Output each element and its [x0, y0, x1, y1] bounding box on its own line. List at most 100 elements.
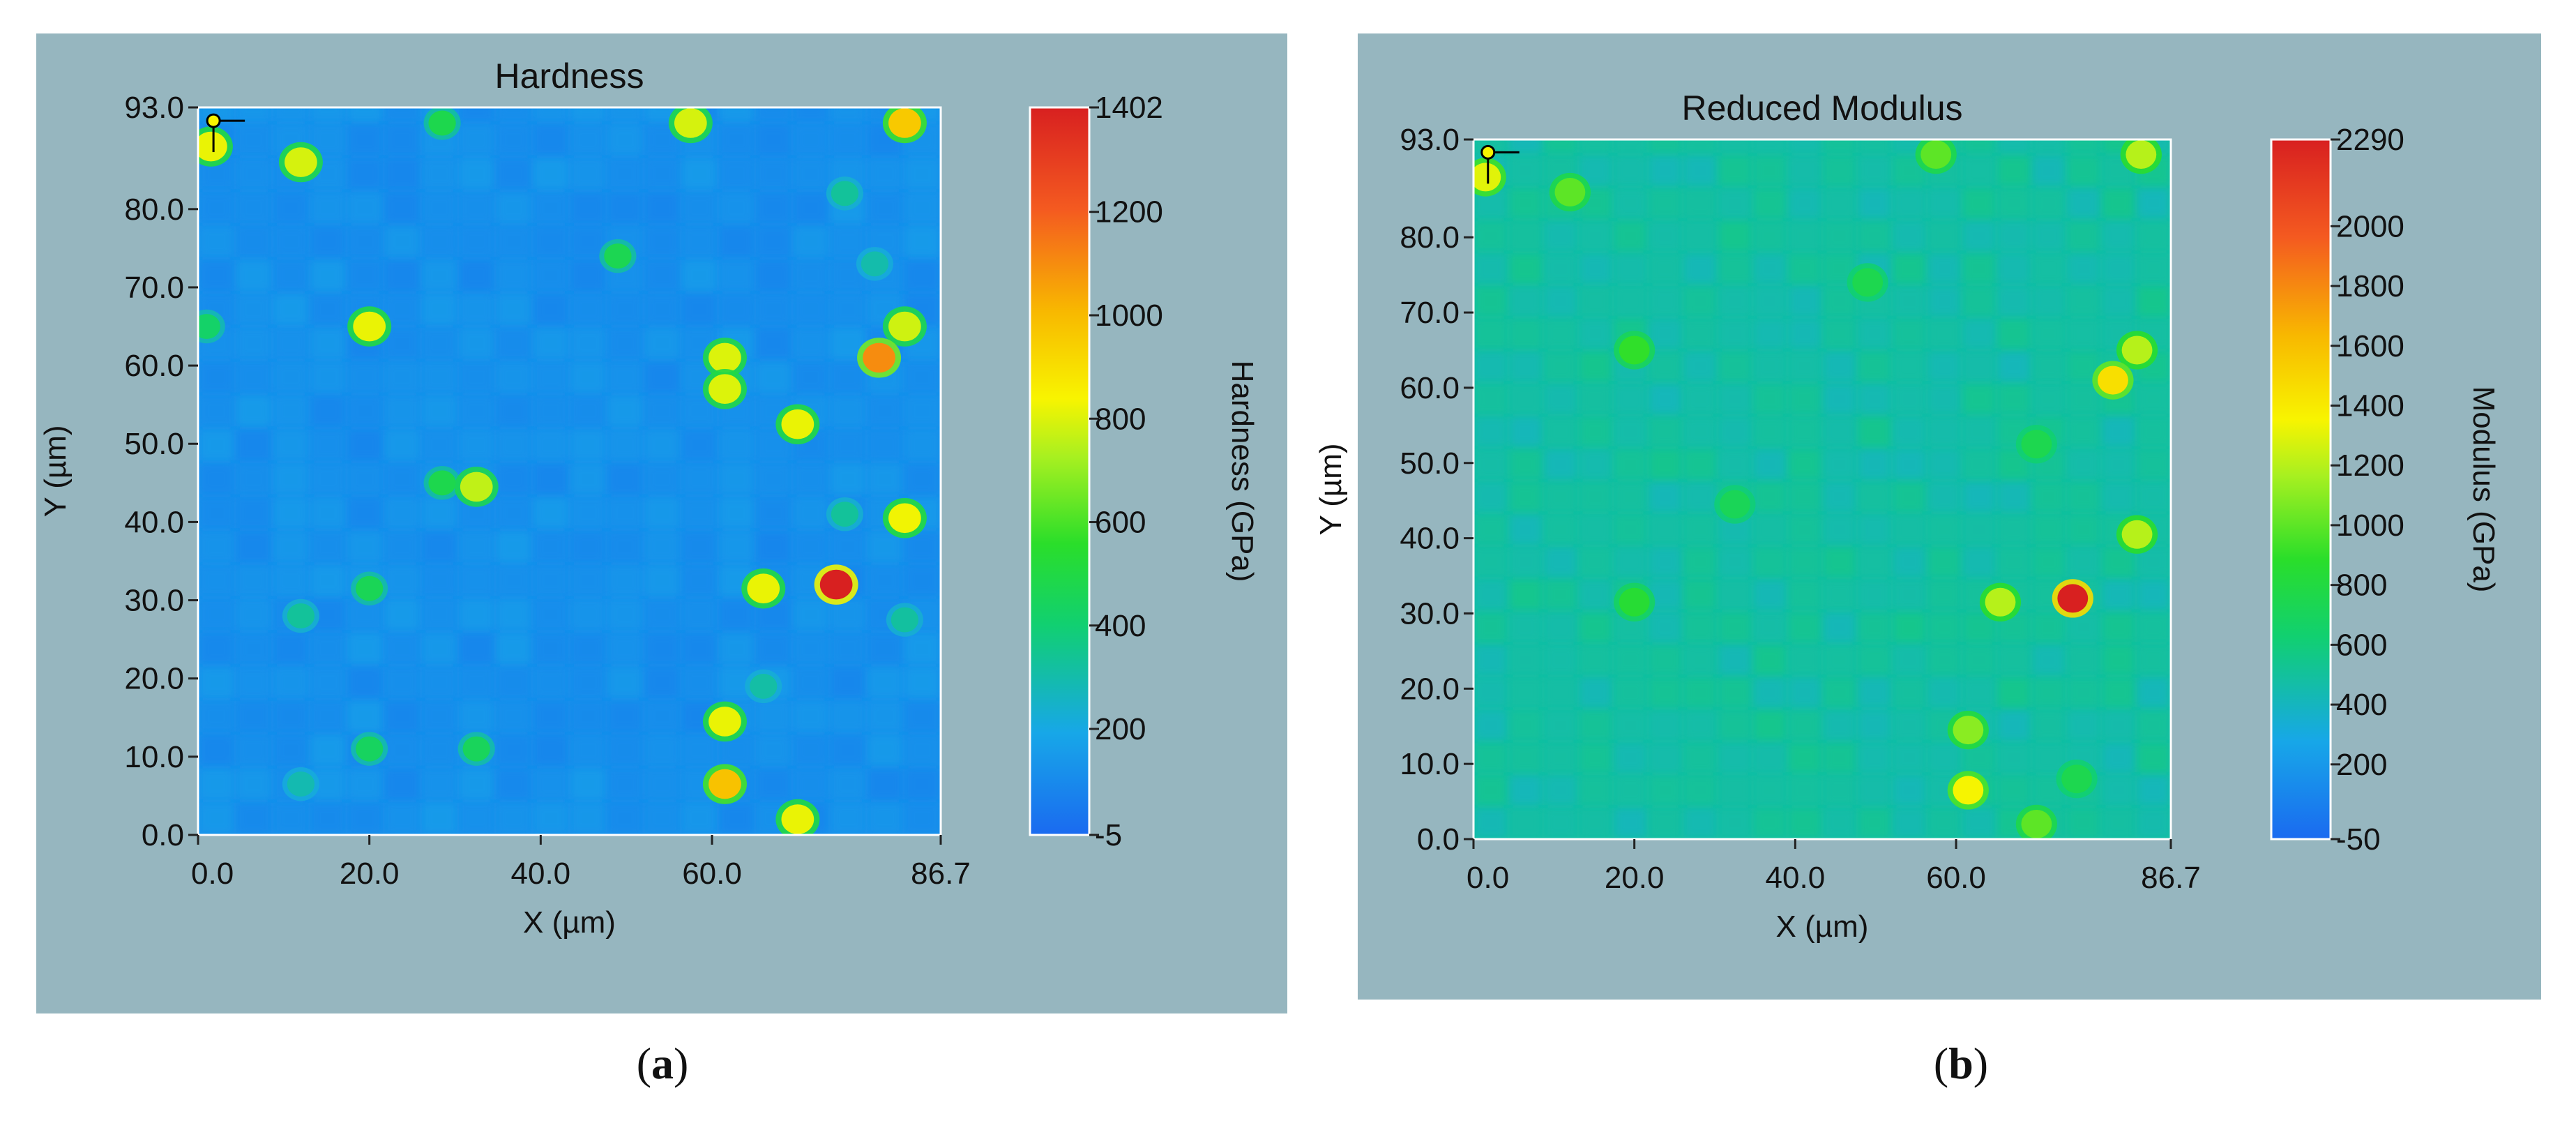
heatmap-cell — [460, 395, 494, 427]
y-tick-label: 93.0 — [124, 91, 184, 125]
heatmap-cell — [497, 395, 531, 427]
heatmap-cell — [905, 633, 939, 664]
heatmap-cell — [2033, 612, 2065, 642]
heatmap-cell — [1789, 514, 1821, 544]
heatmap-cell — [2033, 645, 2065, 674]
heatmap-cell — [1754, 286, 1786, 316]
y-tick-label: 80.0 — [124, 193, 184, 227]
heatmap-cell — [1789, 580, 1821, 610]
heatmap-cell — [274, 294, 308, 325]
heatmap-cell — [311, 395, 345, 427]
heatmap-cell — [1998, 677, 2030, 707]
heatmap-cell — [645, 192, 679, 223]
heatmap-cell — [2103, 612, 2135, 642]
caption-b-close: ) — [1973, 1039, 1989, 1088]
hotspot — [831, 181, 859, 206]
heatmap-cell — [385, 395, 419, 427]
heatmap-cell — [1928, 743, 1960, 773]
heatmap-cell — [2068, 156, 2100, 186]
heatmap-cell — [274, 395, 308, 427]
heatmap-cell — [1684, 775, 1716, 805]
heatmap-cell — [236, 328, 271, 359]
heatmap-cell — [1998, 286, 2030, 316]
heatmap-cell — [1475, 514, 1507, 544]
caption-b-letter: b — [1948, 1039, 1973, 1088]
heatmap-cell — [794, 700, 828, 732]
heatmap-cell — [1579, 580, 1612, 610]
heatmap-cell — [794, 531, 828, 562]
heatmap-cell — [385, 430, 419, 460]
modulus-panel: Reduced Modulus 0.0 20.0 40.0 60.0 86.7 X (µm)… — [1314, 33, 2541, 1000]
heatmap-cell — [1824, 188, 1856, 218]
heatmap-cell — [1754, 775, 1786, 805]
heatmap-cell — [2033, 221, 2065, 251]
hotspot — [285, 147, 317, 177]
heatmap-cell — [460, 294, 494, 325]
heatmap-cell — [1649, 221, 1681, 251]
heatmap-cell — [1858, 547, 1891, 577]
heatmap-cell — [533, 700, 568, 732]
heatmap-cell — [682, 497, 716, 529]
heatmap-cell — [2103, 710, 2135, 740]
heatmap-cell — [794, 158, 828, 189]
heatmap-cell — [1858, 743, 1891, 773]
heatmap-cell — [1754, 645, 1786, 674]
hotspot — [428, 470, 456, 496]
heatmap-cell — [2068, 221, 2100, 251]
heatmap-cell — [1719, 221, 1751, 251]
heatmap-cell — [1545, 580, 1577, 610]
heatmap-cell — [831, 769, 865, 799]
y-tick-label: 50.0 — [1400, 446, 1460, 481]
heatmap-cell — [1579, 612, 1612, 642]
heatmap-cell — [1963, 140, 1995, 153]
heatmap-cell — [1475, 482, 1507, 512]
heatmap-cell — [533, 769, 568, 799]
heatmap-cell — [1998, 140, 2030, 153]
heatmap-cell — [682, 226, 716, 257]
heatmap-cell — [1928, 514, 1960, 544]
heatmap-cell — [645, 531, 679, 562]
heatmap-cell — [236, 565, 271, 596]
heatmap-cell — [1510, 547, 1542, 577]
x-tick-label: 20.0 — [340, 857, 400, 891]
heatmap-cell — [533, 430, 568, 460]
heatmap-cell — [1789, 352, 1821, 382]
heatmap-cell — [608, 700, 642, 732]
heatmap-cell — [905, 192, 939, 223]
heatmap-cell — [497, 497, 531, 529]
heatmap-cell — [571, 430, 605, 460]
heatmap-cell — [868, 430, 902, 460]
heatmap-cell — [1545, 352, 1577, 382]
heatmap-cell — [571, 361, 605, 393]
heatmap-cell — [720, 633, 754, 664]
heatmap-cell — [720, 463, 754, 495]
heatmap-cell — [1684, 156, 1716, 186]
heatmap-cell — [236, 497, 271, 529]
y-tick-label: 80.0 — [1400, 220, 1460, 255]
x-tick-label: 0.0 — [191, 857, 234, 891]
heatmap-cell — [868, 667, 902, 698]
heatmap-cell — [533, 734, 568, 766]
heatmap-cell — [533, 192, 568, 223]
heatmap-cell — [533, 328, 568, 359]
heatmap-cell — [571, 497, 605, 529]
heatmap-cell — [1824, 449, 1856, 479]
hotspot-core — [1959, 721, 1978, 739]
heatmap-cell — [2137, 384, 2169, 414]
heatmap-cell — [1789, 253, 1821, 283]
heatmap-cell — [423, 599, 457, 630]
heatmap-cell — [757, 124, 791, 156]
heatmap-cell — [423, 531, 457, 562]
hotspot — [2061, 764, 2092, 794]
heatmap-cell — [311, 734, 345, 766]
heatmap-cell — [1824, 514, 1856, 544]
heatmap-cell — [831, 734, 865, 766]
heatmap-cell — [608, 463, 642, 495]
heatmap-cell — [1824, 482, 1856, 512]
heatmap-cell — [348, 497, 382, 529]
heatmap-cell — [1928, 808, 1960, 838]
heatmap-cell — [1754, 514, 1786, 544]
heatmap-cell — [1684, 286, 1716, 316]
heatmap-cell — [571, 531, 605, 562]
heatmap-cell — [720, 124, 754, 156]
